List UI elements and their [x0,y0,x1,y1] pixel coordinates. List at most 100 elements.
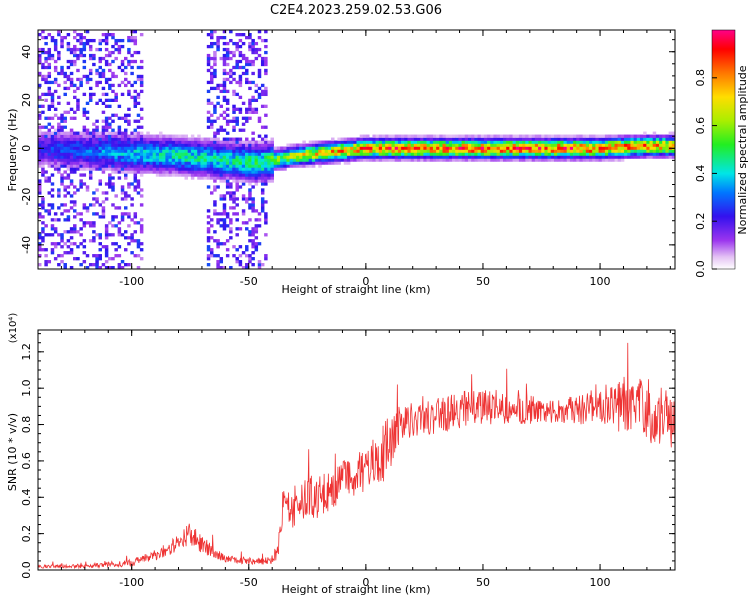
heatmap-cell [232,194,236,198]
heatmap-cell [604,146,609,150]
heatmap-cell [369,155,373,159]
heatmap-cell [604,134,609,138]
heatmap-cell [222,224,227,228]
heatmap-cell [117,155,122,159]
heatmap-cell [445,146,450,150]
heatmap-cell [108,155,112,159]
heatmap-cell [589,146,593,150]
heatmap-cell [190,149,195,153]
heatmap-cell [662,146,666,150]
heatmap-cell [662,155,666,159]
heatmap-cell [216,116,220,120]
heatmap-cell [174,167,179,171]
heatmap-cell [101,149,106,153]
heatmap-cell [57,164,61,168]
heatmap-cell [206,155,211,159]
heatmap-cell [127,38,131,43]
heatmap-cell [289,146,294,150]
heatmap-cell [614,149,618,153]
heatmap-cell [260,203,265,207]
heatmap-cell [130,35,134,40]
heatmap-cell [120,188,125,192]
heatmap-cell [165,149,169,153]
heatmap-cell [69,170,74,174]
heatmap-cell [69,80,74,85]
heatmap-cell [436,134,440,138]
heatmap-cell [566,143,571,147]
heatmap-cell [289,152,294,156]
heatmap-cell [257,143,262,147]
heatmap-cell [381,152,386,156]
heatmap-cell [251,161,255,165]
heatmap-cell [190,164,195,168]
heatmap-cell [257,146,262,150]
heatmap-cell [245,152,249,156]
heatmap-cell [120,137,125,141]
heatmap-cell [139,80,144,85]
heatmap-cell [547,140,552,144]
heatmap-cell [611,140,615,144]
heatmap-cell [372,137,376,141]
heatmap-cell [143,170,147,174]
heatmap-cell [98,47,102,52]
heatmap-cell [104,119,109,123]
heatmap-cell [302,164,306,168]
heatmap-cell [114,194,118,198]
heatmap-cell [503,158,507,162]
heatmap-cell [238,74,243,79]
heatmap-cell [38,233,42,237]
heatmap-cell [455,137,459,141]
heatmap-cell [216,86,220,91]
heatmap-cell [95,197,99,201]
heatmap-cell [366,137,370,141]
heatmap-cell [222,53,227,58]
heatmap-cell [38,179,42,183]
heatmap-cell [88,68,93,73]
heatmap-cell [538,134,542,138]
heatmap-cell [184,140,188,144]
heatmap-cell [547,152,552,156]
heatmap-cell [98,161,102,165]
heatmap-cell [41,230,45,234]
heatmap-cell [66,74,71,79]
heatmap-cell [512,152,517,156]
heatmap-cell [464,137,469,141]
heatmap-cell [318,152,322,156]
colorbar-tick-label: 0.2 [694,212,707,230]
heatmap-cell [108,62,112,67]
heatmap-cell [63,251,67,255]
heatmap-cell [633,146,638,150]
heatmap-cell [146,131,150,135]
heatmap-cell [117,47,122,52]
heatmap-cell [69,182,74,186]
heatmap-cell [41,137,45,141]
heatmap-cell [655,143,660,147]
heatmap-cell [385,137,389,141]
heatmap-cell [420,155,424,159]
heatmap-cell [133,38,138,43]
heatmap-cell [120,191,125,195]
heatmap-cell [547,158,552,162]
heatmap-cell [388,146,392,150]
heatmap-cell [238,95,243,100]
heatmap-cell [76,77,80,82]
heatmap-cell [617,152,622,156]
heatmap-cell [139,161,144,165]
heatmap-cell [235,41,239,46]
heatmap-cell [538,149,542,153]
heatmap-cell [187,143,192,147]
heatmap-cell [136,137,141,141]
heatmap-cell [222,212,227,216]
heatmap-cell [410,146,415,150]
heatmap-cell [407,137,411,141]
heatmap-cell [197,140,201,144]
heatmap-cell [264,59,268,64]
heatmap-cell [321,149,325,153]
heatmap-cell [219,149,224,153]
heatmap-cell [98,203,102,207]
heatmap-cell [69,47,74,52]
heatmap-cell [401,152,405,156]
heatmap-cell [257,95,262,100]
heatmap-cell [41,170,45,174]
heatmap-cell [222,218,227,222]
